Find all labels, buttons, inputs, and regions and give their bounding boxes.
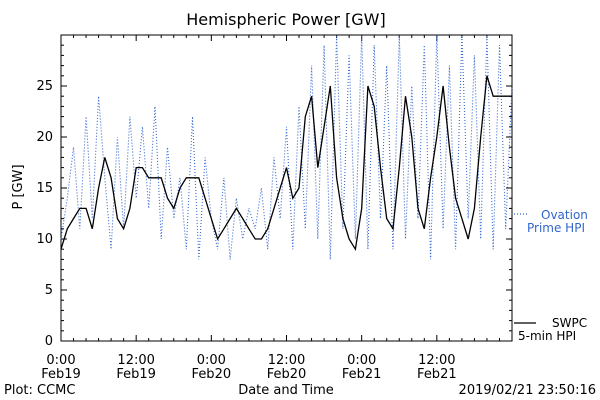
- legend-ovation-line2: Prime HPI: [527, 221, 585, 235]
- y-axis-ticks: 0 5 10 15 20 25: [36, 44, 512, 349]
- series-layer: [60, 34, 513, 260]
- x-tick-time-label: 12:00: [117, 353, 154, 368]
- x-tick-date-label: Feb19: [41, 367, 81, 382]
- x-tick-date-label: Feb20: [192, 367, 232, 382]
- y-tick-label: 0: [45, 334, 53, 349]
- y-tick-label: 20: [36, 130, 53, 145]
- legend-swpc-line1: SWPC: [552, 316, 587, 330]
- x-tick-time-label: 12:00: [268, 353, 305, 368]
- plot-source: Plot: CCMC: [4, 383, 75, 398]
- x-tick-date-label: Feb19: [116, 367, 156, 382]
- x-tick-date-label: Feb20: [267, 367, 307, 382]
- y-tick-label: 15: [36, 181, 53, 196]
- chart-title: Hemispheric Power [GW]: [186, 10, 385, 29]
- y-tick-label: 5: [45, 283, 53, 298]
- x-tick-date-label: Feb21: [417, 367, 457, 382]
- y-axis-label: P [GW]: [11, 164, 26, 209]
- x-tick-time-label: 12:00: [418, 353, 455, 368]
- y-tick-label: 10: [36, 232, 53, 247]
- legend: Ovation Prime HPI SWPC 5-min HPI: [514, 208, 588, 343]
- plot-timestamp: 2019/02/21 23:50:16: [459, 383, 596, 398]
- x-tick-time-label: 0:00: [46, 353, 75, 368]
- series-swpc-line: [60, 75, 512, 252]
- legend-ovation-line1: Ovation: [541, 208, 588, 222]
- x-tick-time-label: 0:00: [347, 353, 376, 368]
- x-tick-date-label: Feb21: [342, 367, 382, 382]
- y-tick-label: 25: [36, 79, 53, 94]
- x-axis-label: Date and Time: [238, 383, 334, 398]
- series-ovation-prime-line: [60, 34, 513, 260]
- x-axis-ticks: 0:00Feb1912:00Feb190:00Feb2012:00Feb200:…: [41, 35, 513, 382]
- x-tick-time-label: 0:00: [197, 353, 226, 368]
- legend-swpc-line2: 5-min HPI: [518, 329, 576, 343]
